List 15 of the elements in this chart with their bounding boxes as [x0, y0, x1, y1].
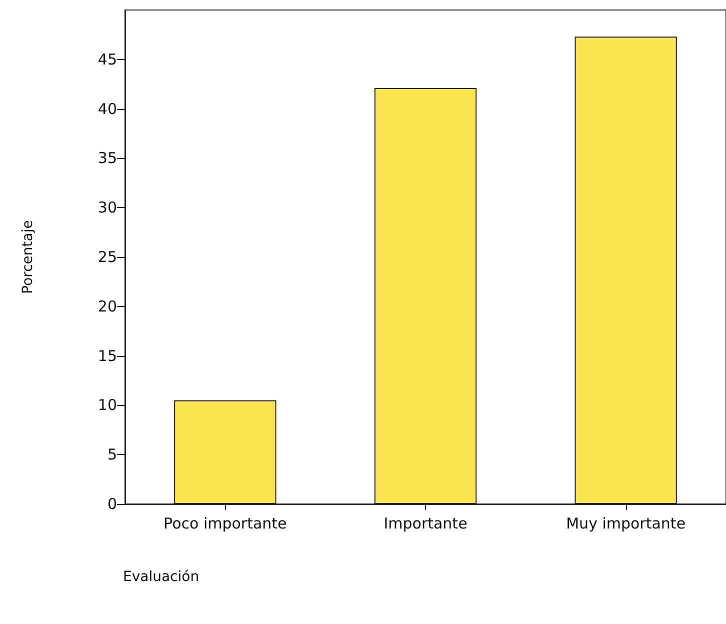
y-tick-label: 20 — [98, 297, 117, 316]
y-tick-label: 40 — [98, 100, 117, 118]
y-axis-title: Porcentaje — [20, 220, 36, 294]
y-tick-label: 5 — [107, 446, 117, 464]
y-tick-label: 0 — [107, 495, 117, 513]
x-tick-label: Poco importante — [164, 514, 287, 532]
x-tick-label: Muy importante — [566, 514, 686, 532]
y-tick-label: 35 — [98, 149, 117, 168]
y-tick-label: 30 — [98, 198, 117, 217]
x-tick-label: Importante — [384, 514, 468, 532]
y-tick-label: 25 — [98, 248, 117, 266]
y-tick-label: 10 — [98, 396, 117, 414]
y-tick-label: 15 — [98, 346, 117, 365]
x-axis-title: Evaluación — [123, 569, 200, 585]
y-tick-label: 45 — [98, 50, 117, 68]
